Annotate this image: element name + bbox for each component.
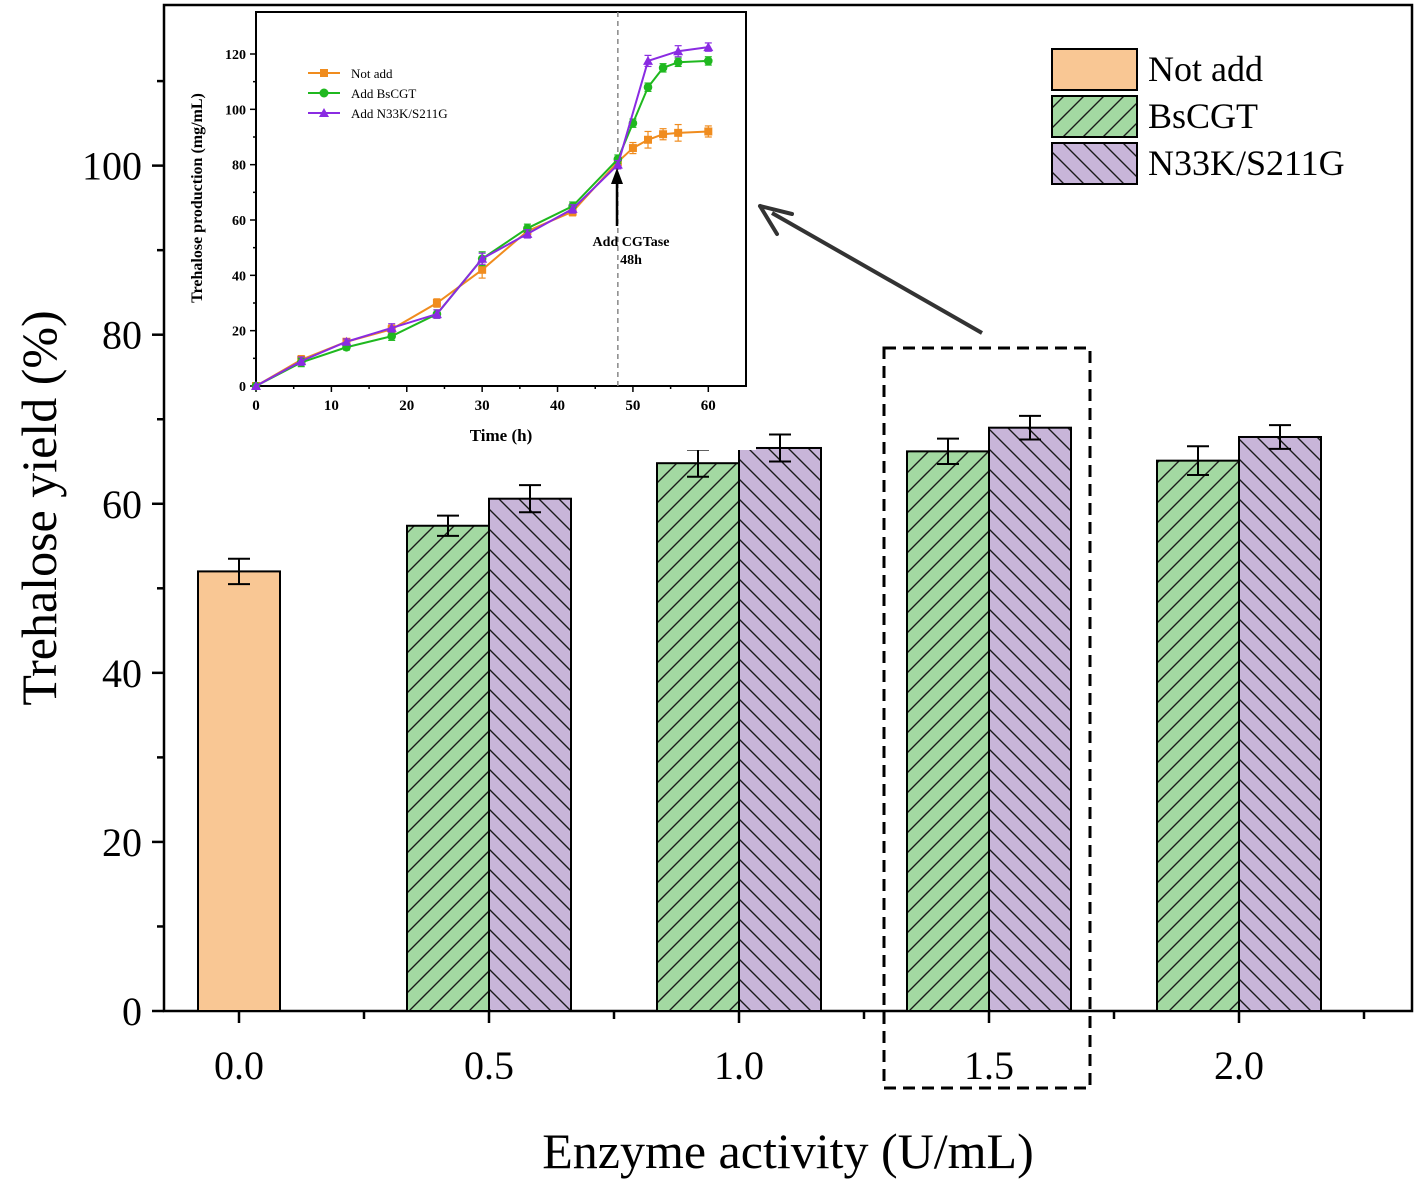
bar-n33k-s211g xyxy=(1238,435,1322,1012)
inset-x-tick-label: 20 xyxy=(399,398,414,414)
inset-annotation-line1: Add CGTase xyxy=(593,235,670,250)
inset-point-bscgt xyxy=(523,224,532,233)
bar-not-add xyxy=(197,570,281,1013)
inset-point-not-add xyxy=(704,127,713,136)
inset-point-bscgt xyxy=(673,58,683,67)
inset-legend: Not add Add BsCGT Add N33K/S211G xyxy=(308,66,448,121)
inset-y-tick-label: 40 xyxy=(232,269,246,284)
inset-x-tick-label: 40 xyxy=(550,398,565,414)
inset-point-n33k-s211g xyxy=(673,46,684,56)
legend-label-bscgt: BsCGT xyxy=(1148,96,1258,136)
inset-y-tick-label: 60 xyxy=(232,214,246,229)
inset-legend-label-n33k: Add N33K/S211G xyxy=(351,106,448,121)
legend-label-n33k: N33K/S211G xyxy=(1148,143,1345,183)
legend-swatch-not-add xyxy=(1051,48,1138,91)
inset-chart: 0 10 20 30 40 50 60 0 20 40 60 80 100 120 Time (h) Tr… xyxy=(178,10,756,450)
main-bars xyxy=(197,414,1322,1013)
main-x-tick-label: 1.0 xyxy=(714,1043,764,1088)
inset-y-tick-label: 100 xyxy=(225,103,246,118)
inset-point-not-add xyxy=(674,128,683,137)
inset-x-tick-label: 30 xyxy=(475,398,490,414)
inset-point-bscgt xyxy=(658,63,668,73)
inset-point-n33k-s211g xyxy=(567,203,578,213)
inset-point-n33k-s211g xyxy=(296,356,307,366)
inset-point-n33k-s211g xyxy=(251,381,261,390)
inset-axis-ticks: 0 10 20 30 40 50 60 0 20 40 60 80 100 120 xyxy=(225,48,716,414)
inset-point-not-add xyxy=(628,144,637,153)
highlight-box xyxy=(882,346,1092,1090)
inset-point-not-add xyxy=(478,265,487,274)
inset-point-n33k-s211g xyxy=(643,55,653,65)
inset-y-tick-label: 20 xyxy=(232,325,246,340)
inset-legend-label-bscgt: Add BsCGT xyxy=(351,86,416,101)
inset-point-bscgt xyxy=(643,82,653,92)
inset-background xyxy=(178,10,756,450)
inset-annotation-line2: 48h xyxy=(620,253,642,268)
inset-plot-frame xyxy=(255,11,747,387)
main-legend: Not add BsCGT N33K/S211G xyxy=(1051,48,1345,185)
inset-x-tick-label: 50 xyxy=(625,398,640,414)
inset-x-axis-label: Time (h) xyxy=(470,426,533,445)
inset-x-tick-label: 60 xyxy=(701,398,716,414)
inset-point-n33k-s211g xyxy=(386,322,397,332)
inset-point-bscgt xyxy=(704,56,713,66)
inset-line-n33k-s211g xyxy=(255,46,709,387)
inset-point-not-add xyxy=(644,135,652,144)
main-y-axis-label: Trehalose yield (%) xyxy=(11,310,67,705)
inset-series xyxy=(251,12,714,391)
inset-y-tick-label: 0 xyxy=(239,380,246,395)
inset-legend-marker-bscgt xyxy=(319,88,329,98)
bar-bscgt xyxy=(906,450,990,1012)
main-x-tick-label: 0.0 xyxy=(214,1043,264,1088)
inset-point-bscgt xyxy=(387,331,396,341)
inset-y-tick-label: 80 xyxy=(232,159,246,174)
inset-point-n33k-s211g xyxy=(612,159,623,169)
inset-point-not-add xyxy=(659,130,668,139)
legend-swatch-bscgt xyxy=(1051,95,1138,138)
inset-point-n33k-s211g xyxy=(341,336,352,346)
bar-n33k-s211g xyxy=(738,446,822,1012)
inset-point-n33k-s211g xyxy=(703,42,714,52)
main-y-tick-label: 20 xyxy=(102,820,142,865)
main-x-axis-label: Enzyme activity (U/mL) xyxy=(542,1123,1034,1179)
inset-point-n33k-s211g xyxy=(477,253,488,263)
main-y-tick-label: 80 xyxy=(102,313,142,358)
inset-y-tick-label: 120 xyxy=(225,48,246,63)
main-y-tick-label: 0 xyxy=(122,989,142,1034)
inset-x-tick-label: 0 xyxy=(252,398,260,414)
main-x-tick-label: 1.5 xyxy=(964,1043,1014,1088)
legend-label-not-add: Not add xyxy=(1148,49,1263,89)
main-x-tick-label: 2.0 xyxy=(1214,1043,1264,1088)
inset-legend-marker-n33k xyxy=(319,108,329,117)
bar-bscgt xyxy=(1156,459,1240,1012)
bar-bscgt xyxy=(406,524,490,1012)
bar-n33k-s211g xyxy=(988,426,1072,1012)
main-x-tick-label: 0.5 xyxy=(464,1043,514,1088)
inset-pointer-arrow xyxy=(758,204,983,335)
main-y-tick-label: 100 xyxy=(82,144,142,189)
inset-point-n33k-s211g xyxy=(522,228,533,238)
main-y-tick-label: 40 xyxy=(102,651,142,696)
bar-n33k-s211g xyxy=(488,497,572,1012)
inset-x-tick-label: 10 xyxy=(324,398,339,414)
inset-y-axis-label: Trehalose production (mg/mL) xyxy=(189,93,206,303)
inset-legend-marker-not-add xyxy=(320,69,328,77)
inset-point-not-add xyxy=(432,299,441,307)
inset-legend-label-not-add: Not add xyxy=(351,66,393,81)
main-y-tick-label: 60 xyxy=(102,482,142,527)
bar-bscgt xyxy=(656,462,740,1012)
inset-point-n33k-s211g xyxy=(431,309,442,319)
legend-swatch-n33k xyxy=(1051,142,1138,185)
inset-annotation-arrowhead xyxy=(611,168,623,184)
